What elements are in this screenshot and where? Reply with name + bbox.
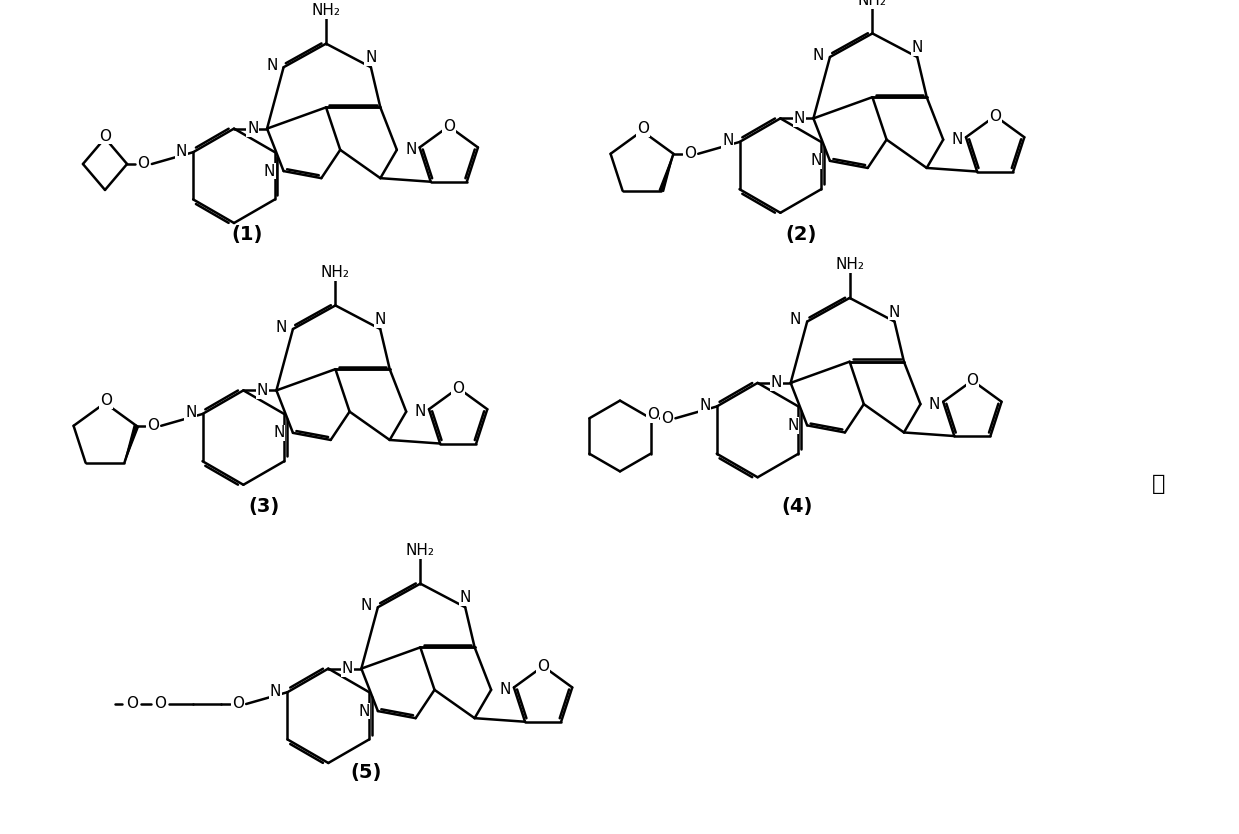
Text: N: N xyxy=(952,132,963,147)
Text: N: N xyxy=(789,312,802,327)
Text: N: N xyxy=(460,590,471,605)
Text: N: N xyxy=(771,375,782,390)
Text: N: N xyxy=(342,661,353,676)
Polygon shape xyxy=(659,153,674,192)
Text: NH₂: NH₂ xyxy=(321,265,349,280)
Text: 或: 或 xyxy=(1152,474,1165,494)
Text: (2): (2) xyxy=(786,225,817,244)
Text: O: O xyxy=(647,407,659,422)
Text: N: N xyxy=(273,425,285,440)
Text: N: N xyxy=(793,111,805,126)
Text: NH₂: NH₂ xyxy=(835,258,864,273)
Text: N: N xyxy=(176,143,187,158)
Text: O: O xyxy=(100,394,112,409)
Text: N: N xyxy=(813,48,824,63)
Text: N: N xyxy=(256,383,268,398)
Text: O: O xyxy=(637,122,649,137)
Text: NH₂: NH₂ xyxy=(406,543,435,558)
Text: O: O xyxy=(536,659,549,674)
Text: N: N xyxy=(361,598,372,613)
Text: O: O xyxy=(154,696,166,711)
Text: (3): (3) xyxy=(249,497,280,516)
Text: N: N xyxy=(358,704,369,719)
Text: N: N xyxy=(264,163,275,178)
Text: N: N xyxy=(499,682,510,697)
Text: O: O xyxy=(662,411,673,426)
Text: N: N xyxy=(722,133,733,148)
Text: N: N xyxy=(275,319,286,334)
Text: N: N xyxy=(405,143,416,158)
Text: N: N xyxy=(415,404,426,420)
Text: O: O xyxy=(125,696,138,711)
Polygon shape xyxy=(124,425,139,463)
Text: N: N xyxy=(248,121,259,136)
Text: (4): (4) xyxy=(782,497,813,516)
Text: O: O xyxy=(442,118,455,133)
Text: N: N xyxy=(787,418,799,433)
Text: N: N xyxy=(699,398,711,413)
Text: N: N xyxy=(374,312,385,327)
Text: O: O xyxy=(99,128,112,143)
Text: N: N xyxy=(266,58,278,73)
Text: N: N xyxy=(929,397,940,412)
Text: O: O xyxy=(232,696,244,711)
Text: O: O xyxy=(147,419,159,434)
Text: NH₂: NH₂ xyxy=(857,0,887,8)
Text: N: N xyxy=(185,405,197,420)
Text: N: N xyxy=(366,50,377,65)
Text: O: O xyxy=(452,380,465,395)
Text: O: O xyxy=(966,373,979,388)
Text: (1): (1) xyxy=(230,225,263,244)
Text: N: N xyxy=(888,304,901,319)
Text: N: N xyxy=(912,40,923,55)
Text: O: O xyxy=(684,146,696,161)
Text: N: N xyxy=(270,684,281,699)
Text: NH₂: NH₂ xyxy=(311,3,341,18)
Text: (5): (5) xyxy=(351,763,382,782)
Text: N: N xyxy=(810,153,821,168)
Text: O: O xyxy=(989,108,1001,123)
Text: O: O xyxy=(138,157,150,172)
